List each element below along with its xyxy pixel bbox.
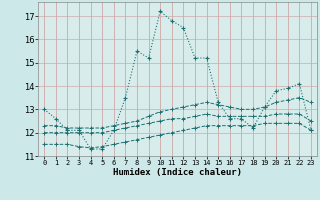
X-axis label: Humidex (Indice chaleur): Humidex (Indice chaleur) — [113, 168, 242, 177]
